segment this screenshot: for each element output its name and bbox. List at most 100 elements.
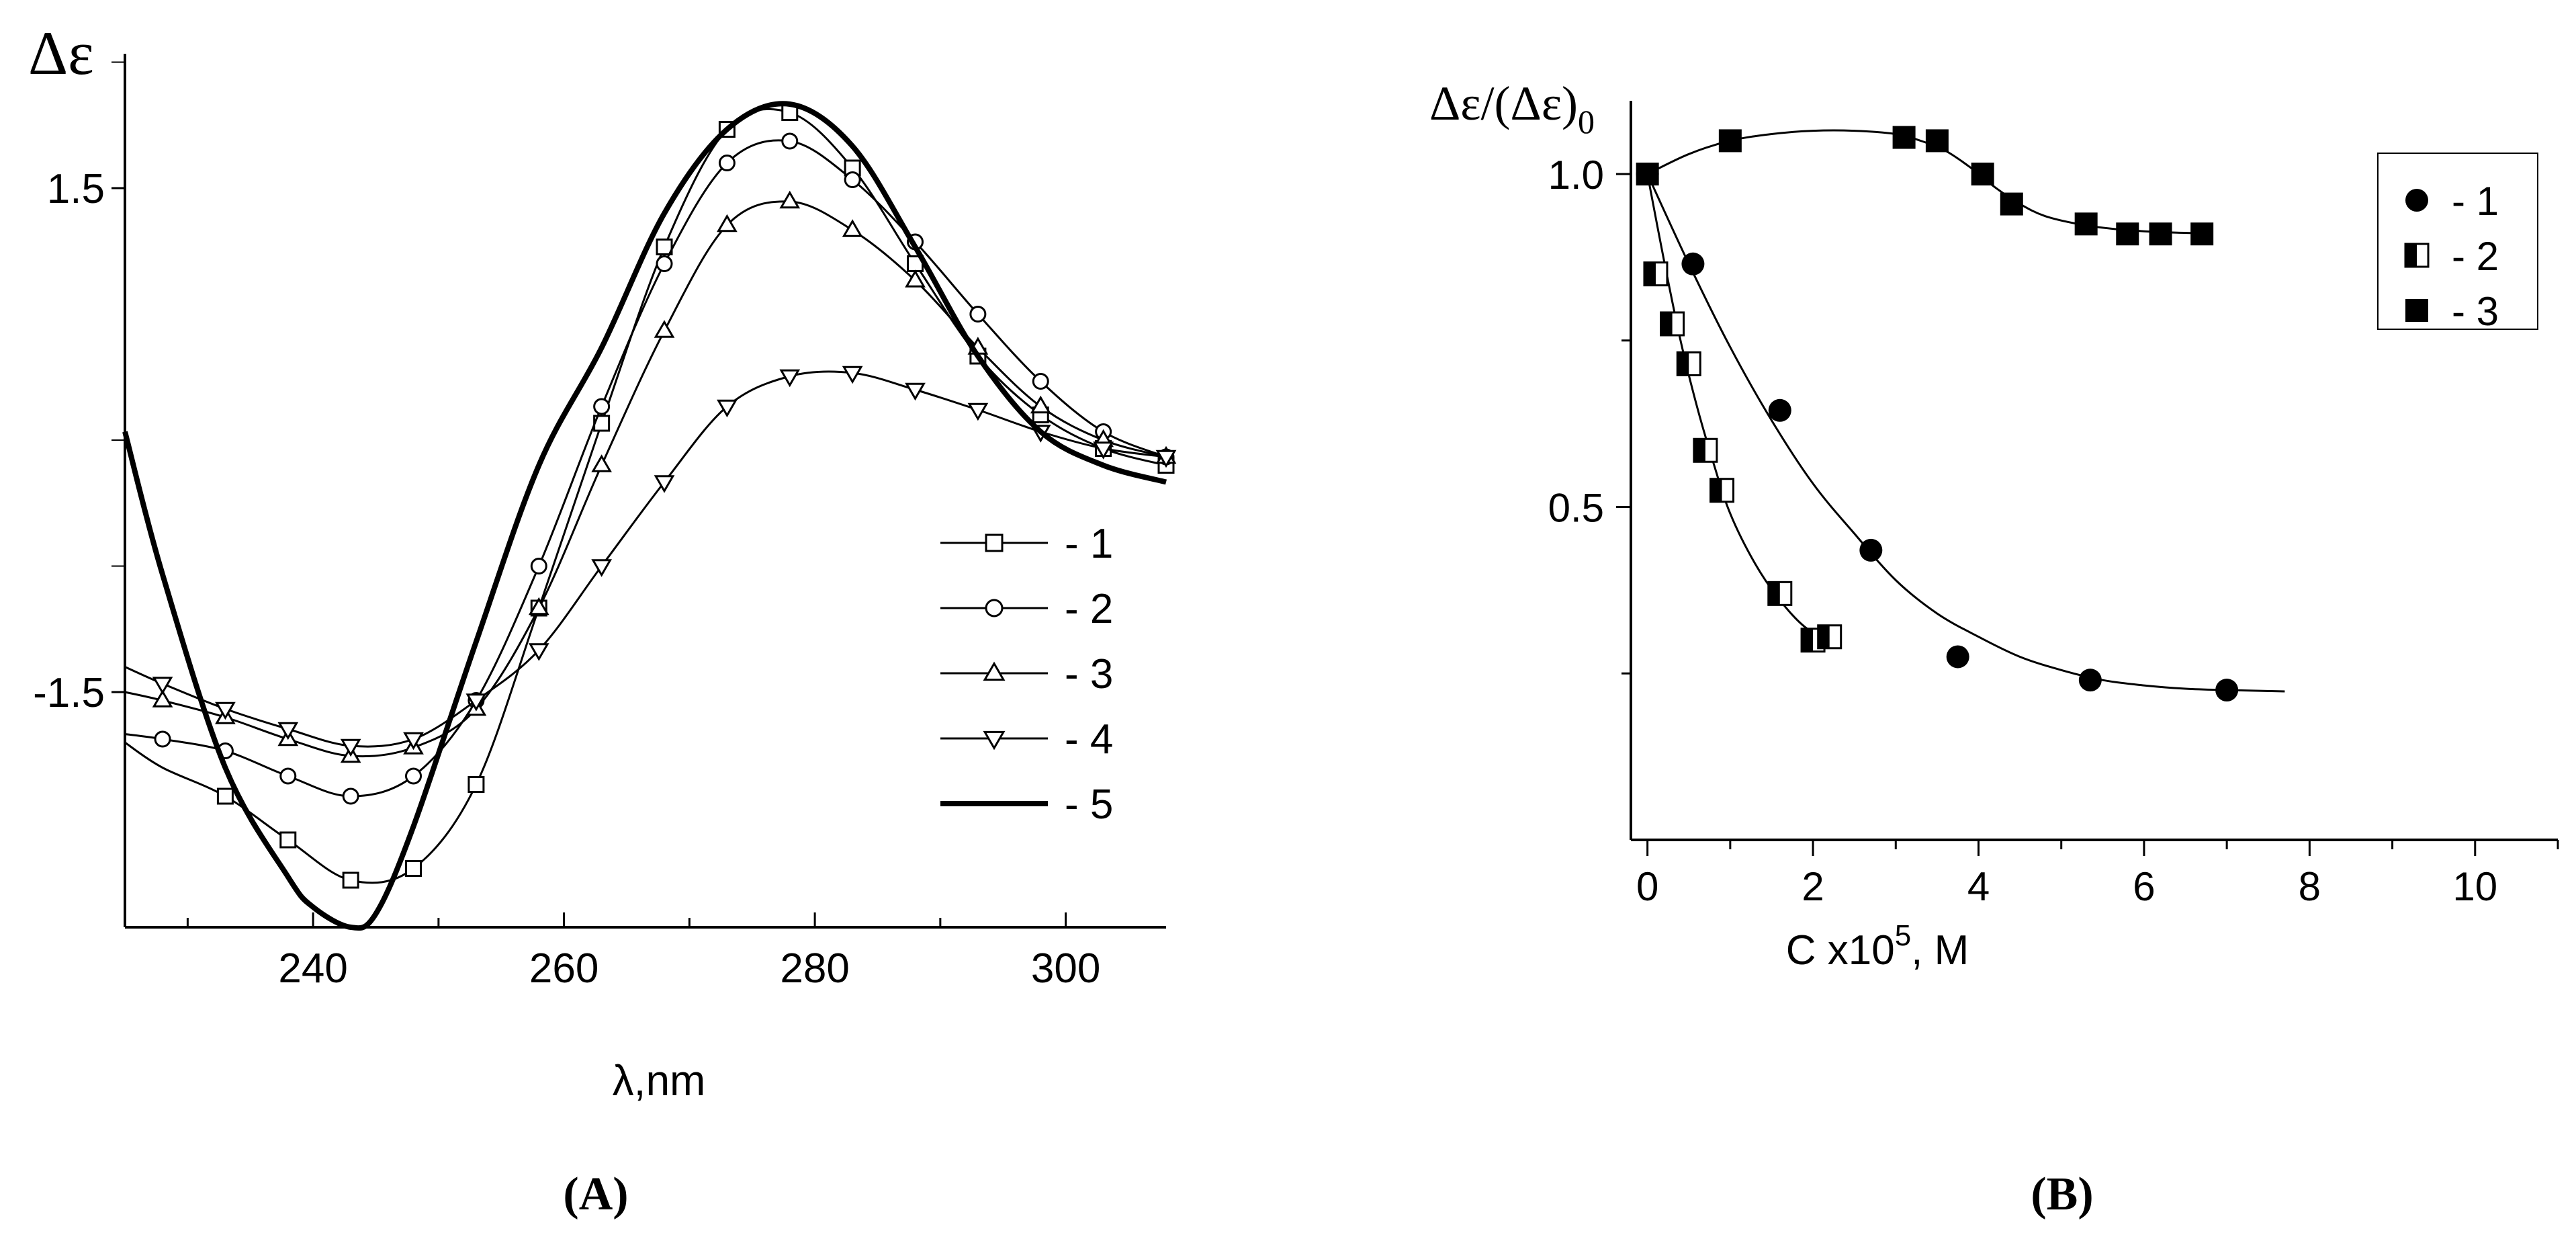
panel-b-legend-marker-3 xyxy=(2405,299,2428,322)
panel-a-legend-label-1: - 1 xyxy=(1065,521,1113,567)
panel-b-legend-marker-2 xyxy=(2404,243,2430,268)
panel-b-point-3 xyxy=(1718,129,1742,153)
panel-b-point-3 xyxy=(2149,222,2172,246)
panel-a-y-tick-label: 1.5 xyxy=(47,166,105,212)
panel-a-y-tick-label: -1.5 xyxy=(33,670,105,716)
panel-b-point-3 xyxy=(2074,212,2098,236)
panel-a-point-3 xyxy=(905,269,926,288)
panel-a-point-3 xyxy=(152,689,173,708)
panel-a-point-4 xyxy=(905,382,926,401)
panel-a-label: A xyxy=(579,1168,613,1220)
panel-b-legend-box xyxy=(2377,153,2538,330)
panel-a-point-2 xyxy=(718,155,736,171)
panel-b-point-2 xyxy=(1676,351,1701,376)
panel-b-y-label-main: Δε/(Δε) xyxy=(1429,77,1578,130)
panel-a-point-3 xyxy=(779,190,801,209)
panel-b-point-1 xyxy=(1681,252,1705,275)
panel-a-point-4 xyxy=(654,475,675,493)
panel-b-point-2 xyxy=(1693,437,1718,463)
panel-b-x-label-unit: , M xyxy=(1911,927,1969,974)
panel-a-point-4 xyxy=(403,732,424,751)
panel-a-point-4 xyxy=(779,369,801,388)
panel-b-x-tick-label: 4 xyxy=(1967,864,1990,909)
panel-a-x-tick-label: 260 xyxy=(529,945,598,992)
panel-b-fit-curve-3 xyxy=(1646,129,2211,234)
panel-a-x-tick-label: 300 xyxy=(1031,945,1100,992)
panel-a-legend-marker-4 xyxy=(983,730,1006,751)
panel-a-point-2 xyxy=(1032,373,1049,390)
panel-a-point-1 xyxy=(216,787,234,805)
panel-a-point-4 xyxy=(717,399,738,418)
panel-a-point-2 xyxy=(969,306,987,323)
panel-a-y-label: Δε xyxy=(28,19,94,87)
panel-a-point-3 xyxy=(654,320,675,338)
panel-a-point-2 xyxy=(405,767,423,785)
panel-b-point-2 xyxy=(1709,478,1735,503)
panel-a-point-2 xyxy=(342,787,359,805)
panel-b-point-3 xyxy=(1971,163,1994,186)
panel-a-x-tick-label: 240 xyxy=(278,945,347,992)
panel-a-series-line-1 xyxy=(124,108,1167,884)
panel-a-legend-marker-3 xyxy=(983,661,1006,681)
panel-b-point-1 xyxy=(2078,669,2102,692)
panel-a-point-2 xyxy=(781,132,799,150)
panel-a-point-1 xyxy=(468,776,485,793)
panel-a-point-3 xyxy=(1030,395,1051,414)
panel-a-x-tick-label: 280 xyxy=(780,945,849,992)
panel-b-point-3 xyxy=(2190,222,2214,246)
panel-a-point-1 xyxy=(279,831,297,849)
panel-b-x-tick-label: 10 xyxy=(2452,864,2497,909)
panel-b-point-1 xyxy=(1946,645,1969,669)
panel-a-point-3 xyxy=(591,454,613,472)
panel-a-point-4 xyxy=(591,559,613,577)
panel-b-point-3 xyxy=(2000,192,2023,216)
panel-a-point-4 xyxy=(967,402,989,421)
panel-a-point-4 xyxy=(528,643,549,661)
panel-b-legend-marker-1 xyxy=(2405,189,2428,212)
panel-b-x-label: C x105, M xyxy=(1786,919,1969,974)
panel-b-legend-label-3: - 3 xyxy=(2452,289,2499,334)
panel-a-chart: Δε λ,nm 240 260 280 300 1.5 -1.5 - 1 - 2 - 3 - 4… xyxy=(28,19,1177,1105)
panel-a-point-1 xyxy=(656,239,673,255)
panel-b-point-1 xyxy=(1859,538,1883,562)
panel-b-point-2 xyxy=(1767,581,1793,606)
panel-a-point-2 xyxy=(844,171,861,188)
panel-a-legend-marker-1 xyxy=(985,533,1004,552)
panel-b-chart: Δε/(Δε)0 C x105, M 0 2 4 6 8 101.00.5 - 1- 2-… xyxy=(1429,77,2559,974)
panel-a-point-4 xyxy=(277,722,299,740)
panel-b-point-1 xyxy=(2215,679,2239,702)
panel-b-legend-label-1: - 1 xyxy=(2452,179,2499,224)
panel-b-y-label: Δε/(Δε)0 xyxy=(1429,77,1595,140)
panel-b-fit-curve-1 xyxy=(1646,173,2285,693)
panel-a-point-2 xyxy=(279,767,297,785)
panel-a-point-4 xyxy=(842,366,863,384)
panel-a-point-4 xyxy=(1093,441,1114,460)
panel-a-point-4 xyxy=(152,677,173,695)
panel-b-y-tick-label: 0.5 xyxy=(1548,486,1604,531)
panel-b-x-label-main: C x10 xyxy=(1786,927,1895,974)
panel-a-point-2 xyxy=(593,398,611,415)
panel-b-point-1 xyxy=(1768,398,1791,422)
panel-b-x-tick-label: 6 xyxy=(2133,864,2155,909)
panel-b-y-tick-label: 1.0 xyxy=(1548,153,1604,198)
panel-a-point-2 xyxy=(154,730,171,748)
panel-a-series-line-5 xyxy=(122,101,1167,931)
panel-a-point-2 xyxy=(530,558,547,574)
panel-b-point-3 xyxy=(1925,129,1949,153)
panel-a-legend-label-4: - 4 xyxy=(1065,716,1113,763)
panel-a-legend-label-5: - 5 xyxy=(1065,781,1113,828)
panel-a-legend-label-2: - 2 xyxy=(1065,586,1113,632)
panel-a-point-3 xyxy=(528,597,549,615)
panel-a-legend-label-3: - 3 xyxy=(1065,651,1113,697)
panel-b-x-tick-label: 2 xyxy=(1802,864,1824,909)
panel-b-caption: (B) xyxy=(2031,1168,2093,1220)
panel-a-x-label: λ,nm xyxy=(613,1056,706,1105)
panel-a-point-4 xyxy=(340,738,361,757)
panel-a-point-4 xyxy=(1155,450,1177,468)
panel-a-series-line-2 xyxy=(124,139,1167,798)
panel-a-point-2 xyxy=(656,255,673,272)
panel-b-x-tick-label: 0 xyxy=(1636,864,1658,909)
panel-a-series-line-4 xyxy=(124,370,1167,748)
panel-b-point-2 xyxy=(1643,261,1669,287)
